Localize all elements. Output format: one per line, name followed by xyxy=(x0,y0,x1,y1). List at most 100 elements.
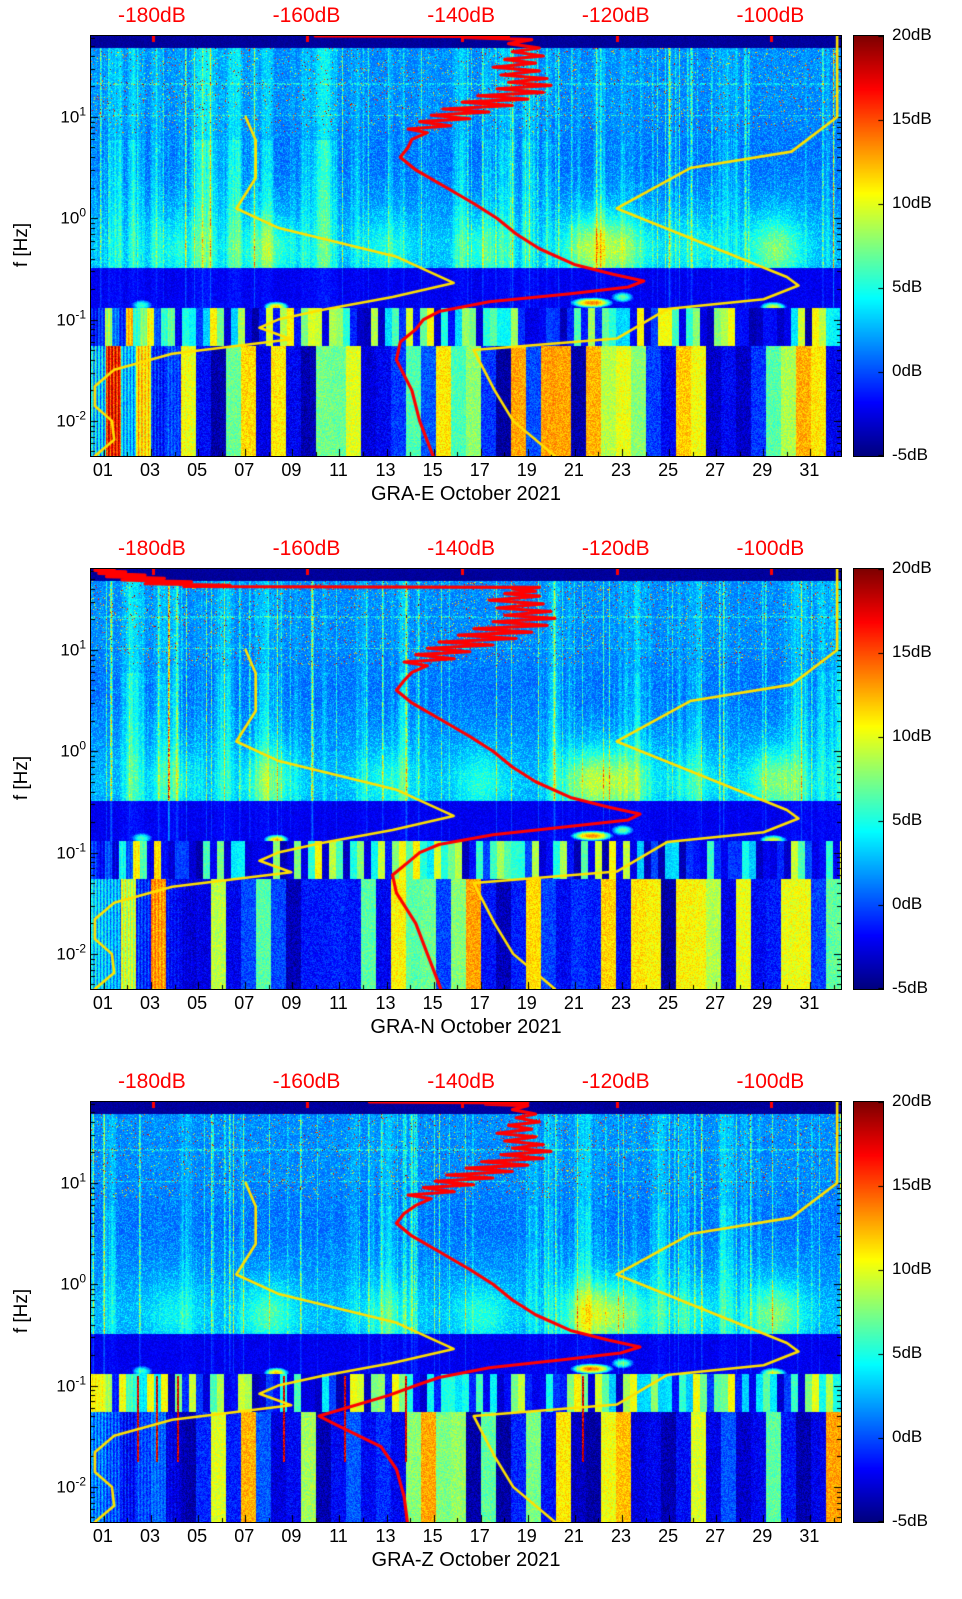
x-axis-tick-label: 17 xyxy=(469,1526,490,1546)
y-axis-tick-label: 100 xyxy=(60,738,86,761)
y-axis-tick-label: 101 xyxy=(60,1170,86,1193)
y-axis-tick-label: 100 xyxy=(60,1271,86,1294)
spectrogram-heatmap-canvas xyxy=(91,1102,841,1522)
colorbar-tick-label: -5dB xyxy=(892,445,928,464)
x-axis-tick-label: 13 xyxy=(375,1526,396,1546)
x-axis-tick-label: 29 xyxy=(752,460,773,480)
x-axis-tick-label: 31 xyxy=(799,993,820,1013)
x-axis-tick-label: 29 xyxy=(752,993,773,1013)
x-axis-tick-label: 07 xyxy=(234,1526,255,1546)
y-axis-tick-label: 10-1 xyxy=(56,307,86,329)
x-axis-tick-label: 17 xyxy=(469,460,490,480)
x-axis-tick-label: 19 xyxy=(516,993,537,1013)
x-axis-tick-label: 03 xyxy=(140,460,161,480)
x-axis-tick-label: 09 xyxy=(281,460,302,480)
colorbar-tick-label: 0dB xyxy=(892,361,923,380)
colorbar-tick-label: 20dB xyxy=(892,558,932,577)
x-axis-tick-label: 15 xyxy=(422,993,443,1013)
x-axis-tick-label: 19 xyxy=(516,1526,537,1546)
top-axis-db-label: -120dB xyxy=(581,4,650,27)
x-axis-tick-label: 27 xyxy=(705,1526,726,1546)
top-axis-db-label: -180dB xyxy=(117,4,186,27)
x-axis-tick-label: 25 xyxy=(658,993,679,1013)
colorbar-tick-label: 10dB xyxy=(892,193,932,212)
x-axis-tick-label: 11 xyxy=(329,1526,348,1546)
x-axis-tick-label: 21 xyxy=(563,993,584,1013)
top-axis-db-label: -160dB xyxy=(272,537,341,560)
x-axis-tick-label: 07 xyxy=(234,993,255,1013)
x-axis-tick-label: 11 xyxy=(329,460,348,480)
colorbar-tick-label: 5dB xyxy=(892,1343,923,1362)
x-axis-tick-label: 25 xyxy=(658,460,679,480)
top-axis-db-label: -140dB xyxy=(427,1070,495,1093)
colorbar-tick-label: -5dB xyxy=(892,1511,928,1530)
x-axis-tick-label: 05 xyxy=(187,460,208,480)
top-axis-db-label: -160dB xyxy=(272,4,341,27)
y-axis-tick-label: 101 xyxy=(60,104,86,127)
top-axis-db-label: -140dB xyxy=(427,4,495,27)
x-axis-tick-label: 09 xyxy=(281,1526,302,1546)
x-axis-tick-label: 13 xyxy=(375,460,396,480)
x-axis-tick-label: 25 xyxy=(658,1526,679,1546)
top-axis-db-label: -140dB xyxy=(427,537,495,560)
x-axis-tick-label: 23 xyxy=(610,460,632,480)
x-axis-tick-label: 23 xyxy=(610,1526,632,1546)
colorbar-tick-label: 5dB xyxy=(892,810,923,829)
top-axis-db-label: -100dB xyxy=(736,4,805,27)
y-axis-title: f [Hz] xyxy=(11,755,32,801)
colorbar-tick-label: -5dB xyxy=(892,978,928,997)
x-axis-tick-label: 01 xyxy=(92,1526,113,1546)
x-axis-tick-label: 27 xyxy=(705,460,726,480)
panel-title: GRA-Z October 2021 xyxy=(371,1549,561,1571)
x-axis-tick-label: 21 xyxy=(563,460,584,480)
x-axis-tick-label: 01 xyxy=(92,993,113,1013)
colorbar-tick-label: 10dB xyxy=(892,726,932,745)
y-axis-tick-label: 101 xyxy=(60,637,86,660)
x-axis-tick-label: 09 xyxy=(281,993,302,1013)
x-axis-tick-label: 07 xyxy=(234,460,255,480)
colorbar-tick-label: 15dB xyxy=(892,642,932,661)
y-axis-tick-label: 10-2 xyxy=(56,1474,86,1497)
spectrogram-panel-gra-e: f [Hz] GRA-E October 2021 -180dB -160dB -1… xyxy=(0,0,962,533)
spectrogram-heatmap-canvas xyxy=(91,569,841,989)
y-axis-tick-label: 10-2 xyxy=(56,408,86,431)
colorbar-tick-label: 15dB xyxy=(892,109,932,128)
top-axis-db-label: -120dB xyxy=(581,1070,650,1093)
x-axis-tick-label: 31 xyxy=(799,460,820,480)
y-axis-title: f [Hz] xyxy=(11,1288,32,1334)
y-axis-tick-label: 10-2 xyxy=(56,941,86,964)
x-axis-tick-label: 21 xyxy=(563,1526,584,1546)
top-axis-db-label: -180dB xyxy=(117,537,186,560)
top-axis-db-label: -180dB xyxy=(117,1070,186,1093)
x-axis-tick-label: 01 xyxy=(92,460,113,480)
colorbar-tick-label: 20dB xyxy=(892,1091,932,1110)
x-axis-tick-label: 31 xyxy=(799,1526,820,1546)
spectrogram-panel-gra-z: f [Hz] GRA-Z October 2021 -180dB -160dB -1… xyxy=(0,1066,962,1599)
panel-title: GRA-E October 2021 xyxy=(370,483,562,505)
x-axis-tick-label: 19 xyxy=(516,460,537,480)
top-axis-db-label: -120dB xyxy=(581,537,650,560)
x-axis-tick-label: 17 xyxy=(469,993,490,1013)
x-axis-tick-label: 03 xyxy=(140,1526,161,1546)
x-axis-tick-label: 13 xyxy=(375,993,396,1013)
y-axis-title: f [Hz] xyxy=(11,222,32,268)
x-axis-tick-label: 29 xyxy=(752,1526,773,1546)
y-axis-tick-label: 10-1 xyxy=(56,840,86,862)
x-axis-tick-label: 05 xyxy=(187,1526,208,1546)
colorbar-gradient xyxy=(853,35,884,457)
colorbar-tick-label: 15dB xyxy=(892,1175,932,1194)
x-axis-tick-label: 05 xyxy=(187,993,208,1013)
panel-title: GRA-N October 2021 xyxy=(370,1016,562,1038)
y-axis-tick-label: 100 xyxy=(60,205,86,228)
colorbar-gradient xyxy=(853,1101,884,1523)
colorbar-tick-label: 0dB xyxy=(892,894,923,913)
top-axis-db-label: -100dB xyxy=(736,1070,805,1093)
colorbar-tick-label: 20dB xyxy=(892,25,932,44)
colorbar-tick-label: 0dB xyxy=(892,1427,923,1446)
colorbar-tick-label: 5dB xyxy=(892,277,923,296)
x-axis-tick-label: 15 xyxy=(422,460,443,480)
x-axis-tick-label: 27 xyxy=(705,993,726,1013)
top-axis-db-label: -100dB xyxy=(736,537,805,560)
plot-area xyxy=(90,568,842,990)
